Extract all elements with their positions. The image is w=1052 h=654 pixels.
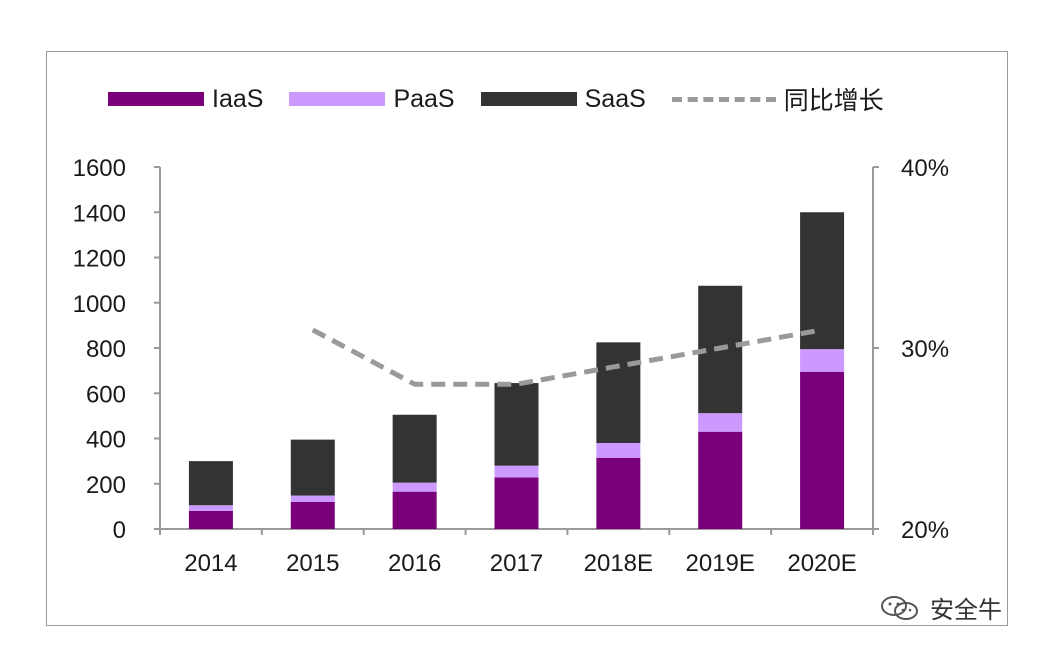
bar-iaas-2019e <box>698 431 743 529</box>
x-tick-label: 2018E <box>584 550 653 577</box>
bar-saas-2014 <box>188 461 233 506</box>
y-tick-label: 400 <box>86 427 126 454</box>
y-tick-label: 1000 <box>73 291 126 318</box>
legend-item-paas: PaaS <box>289 84 455 114</box>
legend-swatch-paas <box>289 92 386 106</box>
x-tick-label: 2015 <box>286 550 339 577</box>
bar-paas-2015 <box>290 495 335 502</box>
bar-iaas-2014 <box>188 510 233 529</box>
bar-iaas-2017 <box>494 477 539 529</box>
legend-swatch-saas <box>480 92 577 106</box>
x-tick-label: 2014 <box>184 550 237 577</box>
y-tick-label: 800 <box>86 336 126 363</box>
bar-saas-2018e <box>596 342 641 444</box>
bar-iaas-2018e <box>596 457 641 529</box>
legend-item-saas: SaaS <box>480 84 646 114</box>
bar-paas-2020e <box>800 349 845 372</box>
legend-item-growth: 同比增长 <box>671 81 884 117</box>
y2-tick-label: 40% <box>901 155 949 182</box>
x-tick-label: 2017 <box>490 550 543 577</box>
y-tick-label: 1400 <box>73 200 126 227</box>
y-tick-label: 0 <box>113 517 126 544</box>
bar-iaas-2020e <box>800 371 845 529</box>
y-tick-label: 1200 <box>73 246 126 273</box>
bar-saas-2017 <box>494 383 539 466</box>
watermark-text: 安全牛 <box>930 597 1002 624</box>
bar-paas-2017 <box>494 465 539 478</box>
wechat-icon <box>881 595 918 620</box>
bar-saas-2020e <box>800 212 845 350</box>
legend-item-iaas: IaaS <box>108 85 263 114</box>
legend-label-iaas: IaaS <box>212 84 264 113</box>
bar-paas-2018e <box>596 443 641 458</box>
y2-tick-label: 30% <box>901 336 949 363</box>
legend-swatch-growth <box>671 96 776 102</box>
bar-paas-2019e <box>698 413 743 432</box>
y-tick-label: 1600 <box>73 155 126 182</box>
bar-paas-2016 <box>392 482 437 492</box>
bar-saas-2016 <box>392 414 437 483</box>
legend-swatch-iaas <box>108 92 204 106</box>
growth-line <box>311 327 823 387</box>
y-tick-label: 200 <box>86 472 126 499</box>
bar-iaas-2015 <box>290 501 335 529</box>
legend-label-saas: SaaS <box>584 84 646 113</box>
x-tick-label: 2020E <box>787 550 856 577</box>
legend-label-paas: PaaS <box>393 84 455 113</box>
bar-paas-2014 <box>188 505 233 511</box>
legend-label-growth: 同比增长 <box>783 87 884 115</box>
y-tick-label: 600 <box>86 381 126 408</box>
chart-frame <box>46 51 1008 626</box>
y2-tick-label: 20% <box>901 517 949 544</box>
bar-iaas-2016 <box>392 491 437 529</box>
watermark: 安全牛 <box>880 590 1002 625</box>
x-tick-label: 2019E <box>686 550 755 577</box>
bar-saas-2015 <box>290 439 335 496</box>
x-tick-label: 2016 <box>388 550 441 577</box>
chart-legend: IaaS PaaS SaaS 同比增长 <box>108 81 910 117</box>
